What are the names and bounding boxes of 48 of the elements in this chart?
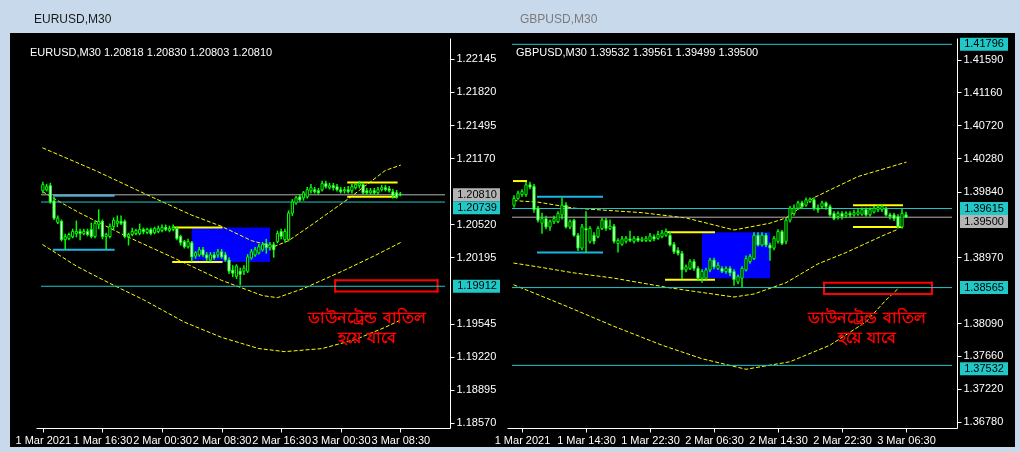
y-tick-label: 1.38970 [963, 250, 1004, 263]
y-tick-label: 1.37220 [963, 382, 1004, 395]
y-tick-label: 1.19220 [456, 350, 497, 363]
x-tick-label: 2 Mar 22:30 [813, 433, 872, 446]
y-tick-label: 1.20520 [456, 217, 497, 230]
x-tick-label: 3 Mar 08:30 [371, 433, 431, 446]
y-tick-label: 1.37660 [963, 349, 1004, 362]
text: EURUSD,M30 1.20818 1.20830 1.20803 1.20810 [30, 46, 273, 58]
annotation: ডাউনট্রেন্ড বাতিল হয়ে যাবে [307, 307, 427, 347]
x-tick-label: 1 Mar 14:30 [557, 433, 616, 446]
y-tick-label: 1.22145 [456, 52, 497, 65]
y-tick-label: 1.21170 [456, 151, 496, 164]
y-tick-label: 1.19545 [456, 317, 497, 330]
x-tick-label: 1 Mar 16:30 [73, 433, 133, 446]
ref-line-label: 1.39500 [964, 214, 1004, 227]
ref-line-label: 1.37532 [964, 361, 1004, 374]
ref-line-label: 1.38565 [964, 280, 1004, 293]
y-tick-label: 1.20195 [456, 250, 497, 263]
y-tick-label: 1.38090 [963, 316, 1004, 329]
y-tick-label: 1.41160 [963, 85, 1003, 98]
y-tick-label: 1.36780 [963, 415, 1004, 428]
ref-line-label: 1.39615 [964, 201, 1004, 214]
x-tick-label: 2 Mar 14:30 [749, 433, 808, 446]
y-tick-label: 1.39840 [963, 185, 1004, 198]
ref-line-label: 1.41796 [964, 37, 1004, 50]
x-tick-label: 3 Mar 00:30 [311, 433, 371, 446]
x-tick-label: 1 Mar 22:30 [621, 433, 680, 446]
y-tick-label: 1.21820 [456, 85, 497, 98]
chart-title: EURUSD,M30 [34, 12, 112, 26]
ref-line-label: 1.19912 [457, 279, 497, 292]
x-tick-label: 3 Mar 06:30 [877, 433, 936, 446]
y-tick-label: 1.41590 [963, 53, 1004, 66]
x-tick-label: 1 Mar 2021 [494, 433, 551, 446]
text: GBPUSD,M30 1.39532 1.39561 1.39499 1.39500 [516, 46, 759, 58]
x-tick-label: 2 Mar 00:30 [133, 433, 192, 446]
x-tick-label: 2 Mar 08:30 [192, 433, 252, 446]
ref-line-label: 1.20810 [457, 187, 497, 200]
annotation: ডাউনট্রেন্ড বাতিল হয়ে যাবে [807, 307, 927, 347]
x-tick-label: 1 Mar 2021 [15, 433, 72, 446]
y-tick-label: 1.18895 [456, 383, 497, 396]
x-tick-label: 2 Mar 16:30 [252, 433, 312, 446]
ref-line-label: 1.20739 [457, 200, 497, 213]
y-tick-label: 1.40720 [963, 118, 1004, 131]
x-tick-label: 2 Mar 06:30 [685, 433, 744, 446]
y-tick-label: 1.40280 [963, 151, 1004, 164]
y-tick-label: 1.18570 [456, 416, 497, 429]
chart-title: GBPUSD,M30 [520, 12, 598, 26]
y-tick-label: 1.21495 [456, 118, 497, 131]
